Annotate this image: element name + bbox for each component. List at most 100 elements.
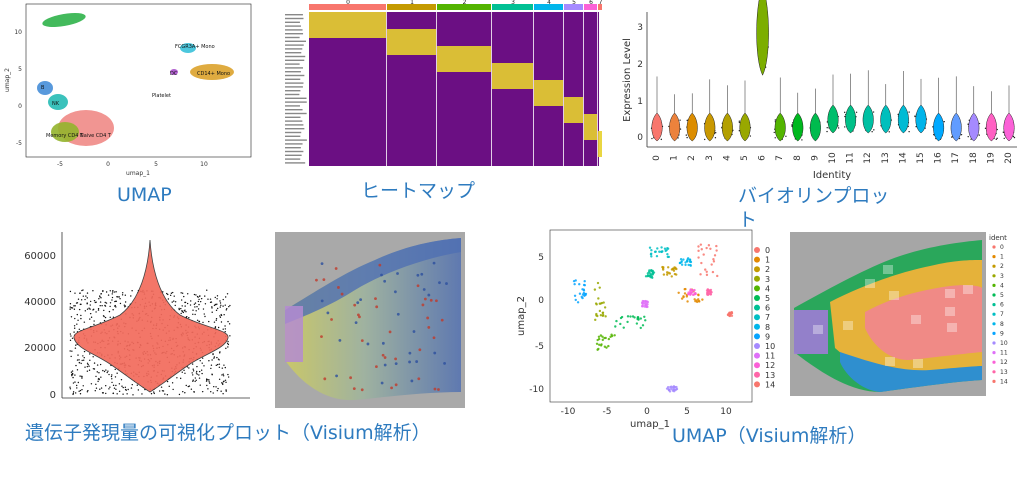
visium-legend-label: 14 xyxy=(1000,378,1008,385)
umap-bottom-legend-label: 8 xyxy=(765,323,770,332)
violin-top-xtick: 6 xyxy=(758,155,768,161)
visium-legend-key xyxy=(992,283,996,287)
heatmap-header-bar xyxy=(492,4,533,10)
violin-top-shape xyxy=(774,112,786,142)
umap-bottom-legend-key xyxy=(754,343,760,349)
violin-top-xtick: 3 xyxy=(705,155,715,161)
visium-cluster-tag xyxy=(945,289,955,298)
visium-legend-key xyxy=(992,331,996,335)
visium-cluster-tag xyxy=(963,285,973,294)
umap-top-cluster-label: FCGR3A+ Mono xyxy=(175,44,215,50)
umap-bottom-legend-label: 0 xyxy=(765,246,770,255)
violin-top-shape xyxy=(862,104,874,134)
caption-visium-expression: 遺伝子発現量の可視化プロット（Visium解析） xyxy=(25,422,431,444)
umap-bottom-legend-label: 9 xyxy=(765,332,770,341)
violin-top-shape xyxy=(845,104,857,134)
violin-top-shape xyxy=(950,112,962,142)
umap-bottom-legend-key xyxy=(754,304,760,311)
visium-legend-label: 4 xyxy=(1000,282,1004,289)
visium-legend-key xyxy=(992,322,996,326)
umap-bottom-ytick: 0 xyxy=(538,296,544,306)
visium-cluster-tag xyxy=(945,307,955,316)
visium-legend-key xyxy=(992,370,996,374)
heatmap-column-label: 7 xyxy=(599,0,603,6)
umap-bottom-legend-key xyxy=(754,256,760,263)
umap-bottom-legend-label: 5 xyxy=(765,294,770,303)
umap-bottom-ylabel: umap_2 xyxy=(516,296,527,336)
umap-bottom-legend-key xyxy=(754,323,760,330)
violin-top-shape xyxy=(1003,112,1015,142)
visium-cluster-tag xyxy=(843,321,853,330)
heatmap-column-label: 1 xyxy=(410,0,414,6)
umap-bottom-xtick: 10 xyxy=(720,407,732,417)
visium-legend-label: 9 xyxy=(1000,330,1004,337)
umap-bottom-xlabel: umap_1 xyxy=(630,419,670,430)
umap-plot-bottom: 5 0 -5 -10 -10 -5 0 5 10 umap_1 umap_2 xyxy=(510,222,785,432)
visium-cluster-tag xyxy=(947,323,957,332)
visium-legend-label: 0 xyxy=(1000,244,1004,251)
violin-top-xtick: 1 xyxy=(670,155,680,161)
violin-top-ytick: 0 xyxy=(637,133,643,143)
caption-violin: バイオリンプロット xyxy=(738,184,898,232)
caption-violin-text: バイオリンプロット xyxy=(738,185,890,231)
violin-bottom-ytick: 60000 xyxy=(24,251,56,262)
heatmap-header-bar xyxy=(584,4,597,10)
umap-bottom-xtick: 0 xyxy=(644,407,650,417)
violin-top-ytick: 1 xyxy=(637,97,643,107)
umap-top-cluster-label: Naive CD4 T xyxy=(80,133,112,139)
violin-top-shape xyxy=(933,112,945,142)
umap-top-ylabel: umap_2 xyxy=(4,68,11,92)
umap-bottom-legend-label: 13 xyxy=(765,371,775,380)
heatmap-header-bar xyxy=(564,4,583,10)
heatmap-header-bar xyxy=(309,4,386,10)
umap-bottom-legend-key xyxy=(754,275,760,282)
visium-cluster-tag xyxy=(885,357,895,366)
visium-legend-label: 8 xyxy=(1000,321,1004,328)
umap-top-xtick: 10 xyxy=(200,161,208,168)
heatmap-column-label: 6 xyxy=(589,0,593,6)
violin-top-shape xyxy=(985,112,997,142)
umap-bottom-legend-key xyxy=(754,295,760,301)
visium-legend-key xyxy=(992,274,996,278)
violin-top-xtick: 0 xyxy=(652,155,662,161)
violin-top-shape xyxy=(669,112,681,142)
umap-top-cluster-label: NK xyxy=(52,101,60,107)
violin-bottom-ytick: 40000 xyxy=(24,297,56,308)
violin-top-xtick: 11 xyxy=(846,152,856,163)
umap-bottom-legend-label: 7 xyxy=(765,313,770,322)
visium-legend-label: 10 xyxy=(1000,340,1008,347)
violin-top-xtick: 19 xyxy=(986,152,996,164)
umap-bottom-legend-key xyxy=(754,314,760,321)
visium-legend-key xyxy=(992,264,996,268)
visium-cluster-tag xyxy=(911,315,921,324)
caption-visium-umap: UMAP（Visium解析） xyxy=(672,425,867,447)
violin-top-xtick: 13 xyxy=(881,152,891,163)
visium-legend-key xyxy=(992,341,996,345)
umap-top-xtick: -5 xyxy=(57,161,63,168)
heatmap-block xyxy=(387,29,436,55)
caption-heatmap: ヒートマップ xyxy=(361,180,476,202)
umap-top-cluster-label: Platelet xyxy=(152,93,171,99)
visium-legend-label: 6 xyxy=(1000,302,1004,309)
caption-umap: UMAP xyxy=(117,184,172,206)
heatmap-header-bar xyxy=(534,4,563,10)
violin-top-xtick: 10 xyxy=(828,152,838,164)
umap-bottom-xtick: -5 xyxy=(603,407,612,417)
heatmap-column-label: 5 xyxy=(572,0,576,6)
visium-cluster-tag xyxy=(913,359,923,368)
violin-top-shape xyxy=(968,112,980,142)
heatmap-block xyxy=(584,114,597,140)
umap-bottom-legend-label: 2 xyxy=(765,265,770,274)
visium-cluster-tag xyxy=(889,291,899,300)
violin-top-shape xyxy=(739,112,751,142)
umap-top-ytick: 5 xyxy=(18,66,22,73)
heatmap-column-label: 0 xyxy=(346,0,350,6)
umap-bottom-legend-key xyxy=(754,381,760,388)
visium-legend-key xyxy=(992,351,996,355)
heatmap-column-label: 2 xyxy=(463,0,467,6)
umap-bottom-legend-key xyxy=(754,371,760,378)
umap-bottom-legend: 0 1 2 3 4 5 6 7 8 9 10 11 12 13 14 xyxy=(752,244,782,394)
heatmap-column-label: 4 xyxy=(547,0,551,6)
